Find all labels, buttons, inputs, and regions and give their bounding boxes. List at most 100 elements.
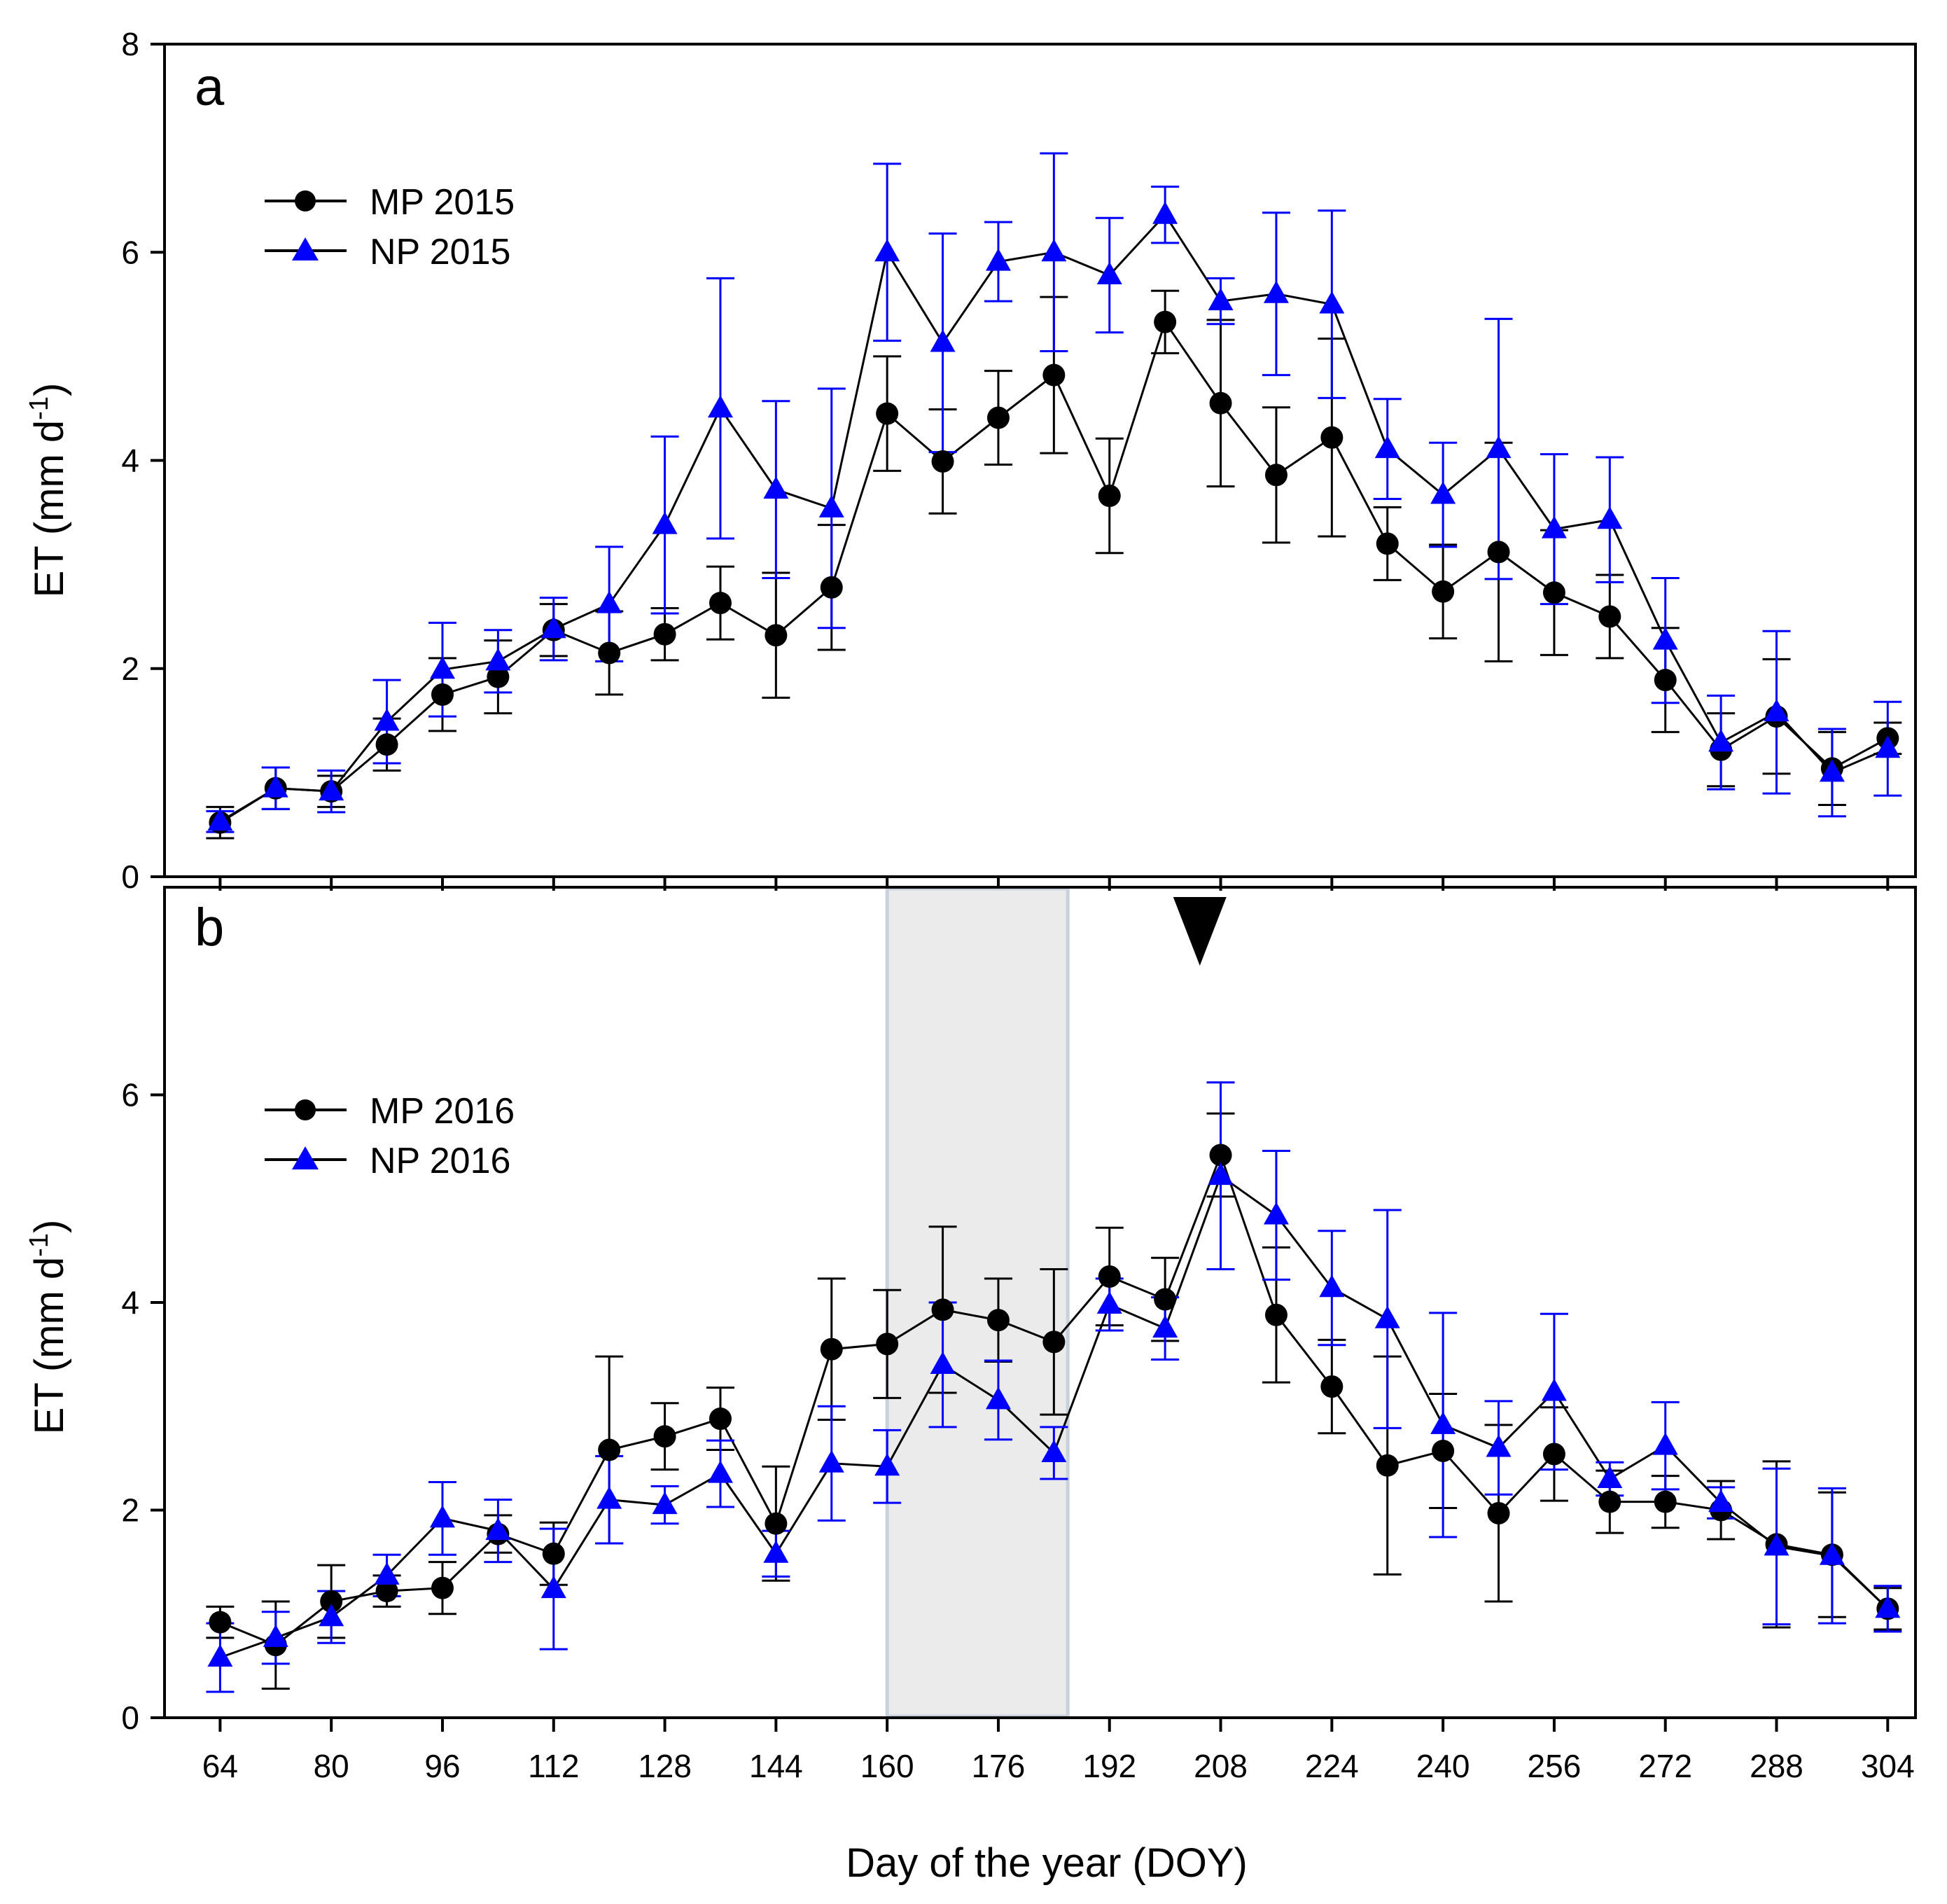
legend-np-2016-label: NP 2016 (370, 1141, 510, 1181)
x-tick-label: 224 (1305, 1748, 1359, 1784)
data-point (652, 1492, 678, 1515)
data-point (820, 576, 843, 599)
data-point (1542, 581, 1565, 604)
x-tick-label: 64 (202, 1748, 238, 1784)
data-point (1875, 1595, 1901, 1618)
panel-b-plot-area: 0 2 4 6 64 80 96 112 128 144 160 176 192 208 224 240 256… (121, 886, 1917, 1784)
data-point (985, 1387, 1011, 1410)
x-tick-label: 240 (1416, 1748, 1470, 1784)
data-point (207, 1644, 233, 1667)
data-point (986, 406, 1010, 429)
data-point (1487, 1501, 1510, 1524)
data-point (1875, 735, 1901, 758)
panel-b-letter: b (195, 898, 224, 957)
legend-mp-2016-marker (295, 1099, 316, 1120)
data-point (1430, 481, 1456, 504)
data-point (709, 1408, 732, 1431)
data-point (1042, 1330, 1066, 1354)
panel-a-letter: a (195, 57, 225, 117)
data-point (1096, 1291, 1122, 1314)
data-point (1263, 280, 1289, 303)
data-point (1652, 1432, 1678, 1455)
x-tick-label: 288 (1750, 1748, 1803, 1784)
y-tick-label: 0 (121, 1700, 139, 1736)
data-point (209, 1611, 232, 1634)
data-point (653, 1425, 676, 1448)
data-point (1708, 729, 1734, 752)
x-tick-label: 96 (424, 1748, 460, 1784)
data-point (374, 1562, 400, 1585)
data-point (931, 450, 954, 473)
x-tick-label: 160 (860, 1748, 914, 1784)
x-tick-label: 128 (638, 1748, 692, 1784)
data-point (1541, 1378, 1567, 1401)
data-point (540, 616, 566, 639)
data-point (485, 648, 511, 671)
data-point (1209, 391, 1232, 415)
data-point (1764, 1533, 1789, 1556)
data-point (1432, 580, 1455, 603)
data-point (375, 1580, 398, 1603)
data-point (320, 1590, 343, 1613)
data-point (652, 511, 678, 534)
data-point (1432, 1439, 1455, 1462)
data-point (985, 248, 1011, 271)
data-point (1152, 201, 1178, 224)
data-point (818, 494, 844, 517)
y-tick-label: 0 (121, 859, 139, 895)
data-point (765, 1512, 788, 1535)
panel-b-legend: MP 2016 NP 2016 (265, 1091, 515, 1181)
data-point (596, 590, 622, 613)
data-point (1098, 485, 1121, 508)
data-point (1096, 261, 1122, 284)
x-tick-label: 144 (749, 1748, 803, 1784)
x-tick-label: 256 (1528, 1748, 1582, 1784)
data-point (1264, 1303, 1287, 1326)
data-point (763, 476, 789, 499)
data-point (874, 239, 900, 262)
y-tick-label: 4 (121, 1284, 139, 1321)
data-point (1264, 464, 1287, 487)
data-point (1541, 515, 1567, 538)
data-point (818, 1450, 844, 1473)
data-point (1374, 436, 1400, 459)
y-tick-label: 8 (121, 26, 139, 62)
data-point (1098, 1265, 1121, 1288)
data-point (1652, 627, 1678, 650)
data-point (375, 733, 398, 756)
data-point (429, 1505, 455, 1528)
data-point (1654, 669, 1677, 692)
data-point (1597, 1466, 1623, 1489)
panel-b: 0 2 4 6 64 80 96 112 128 144 160 176 192 208 224 240 256… (25, 886, 1917, 1784)
data-point (1208, 1162, 1234, 1186)
legend-mp-2016-label: MP 2016 (370, 1091, 515, 1132)
data-point (1654, 1490, 1677, 1513)
data-point (876, 1333, 899, 1356)
data-point (820, 1337, 843, 1361)
legend-np-2016-marker (292, 1146, 319, 1169)
data-point (763, 1540, 789, 1563)
data-point (1319, 1274, 1345, 1298)
data-point (487, 665, 510, 688)
data-point (1263, 1202, 1289, 1225)
data-point (1154, 1288, 1177, 1311)
data-point (431, 683, 454, 706)
data-point (930, 1351, 956, 1374)
x-tick-label: 112 (528, 1748, 579, 1784)
data-point (1376, 1454, 1399, 1477)
panel-a-plot-area: 0 2 4 6 8 (121, 26, 1917, 895)
data-point (1209, 1144, 1232, 1167)
plot-frame (163, 43, 1917, 878)
data-point (1376, 532, 1399, 555)
data-point (1319, 291, 1345, 314)
x-tick-label: 80 (314, 1748, 349, 1784)
data-point (874, 1453, 900, 1476)
data-point (1819, 1542, 1845, 1565)
data-point (1819, 759, 1845, 782)
data-point (1154, 310, 1177, 333)
y-tick-label: 4 (121, 443, 139, 479)
y-tick-label: 6 (121, 1077, 139, 1113)
data-point (263, 774, 288, 798)
y-tick-label: 2 (121, 651, 139, 687)
